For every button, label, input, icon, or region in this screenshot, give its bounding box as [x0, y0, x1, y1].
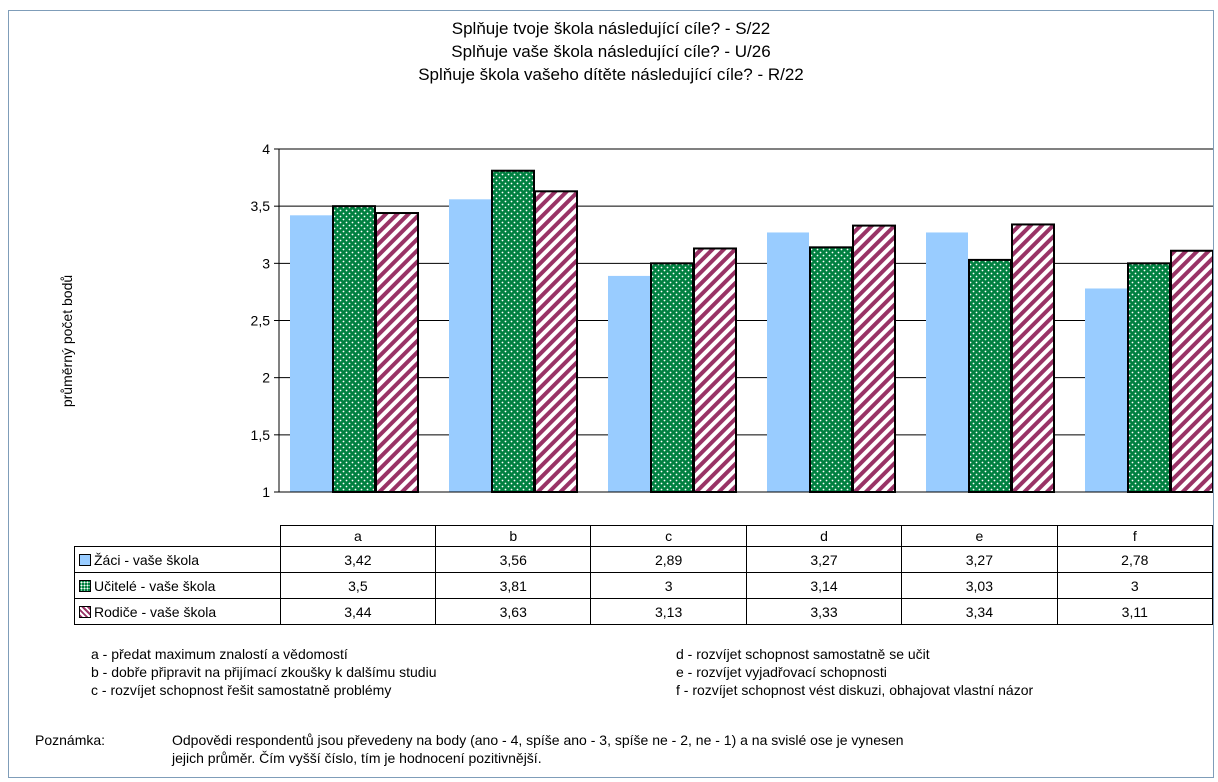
note-line-1: Odpovědi respondentů jsou převedeny na b… [172, 732, 904, 748]
legend-swatch [79, 605, 91, 618]
legend-entry: Žáci - vaše škola [74, 546, 281, 573]
category-note-f: f - rozvíjet schopnost vést diskuzi, obh… [676, 682, 1034, 698]
data-label: 3,03 [901, 572, 1058, 599]
table-row: Rodiče - vaše škola 3,44 3,63 3,13 3,33 3,34 3… [74, 598, 1213, 625]
category-note-e: e - rozvíjet vyjadřovací schopnosti [676, 664, 887, 680]
series-name: Učitelé - vaše škola [94, 577, 216, 594]
bar [290, 215, 332, 492]
y-tick-label: 1,5 [251, 427, 271, 443]
data-label: 3,81 [435, 572, 592, 599]
bar-chart-plot: 1 1,5 2 2,5 3 3,5 4 [251, 141, 1213, 500]
data-label: 3,56 [435, 546, 592, 573]
legend-swatch [79, 553, 91, 566]
data-label: 3,33 [745, 598, 903, 625]
bar [491, 169, 535, 493]
bar [1170, 249, 1213, 493]
series-name: Rodiče - vaše škola [94, 603, 217, 620]
data-label: 3,42 [279, 546, 437, 573]
data-label: 3,44 [279, 598, 437, 625]
y-tick-label: 1 [262, 484, 270, 500]
bar [767, 232, 809, 493]
title-line-1: Splňuje tvoje škola následující cíle? - … [451, 19, 771, 38]
bar [332, 205, 376, 494]
bar [1085, 288, 1127, 492]
table-row: Žáci - vaše škola 3,42 3,56 2,89 3,27 3,27 2,7… [74, 546, 1213, 573]
bar [449, 199, 491, 492]
legend-entry: Rodiče - vaše škola [74, 598, 281, 625]
data-label: 3 [1056, 572, 1213, 599]
y-tick-label: 3,5 [251, 198, 271, 214]
note-label: Poznámka: [35, 732, 106, 748]
bar [534, 190, 578, 493]
bar [375, 212, 419, 493]
bar [852, 224, 896, 493]
category-note-c: c - rozvíjet schopnost řešit samostatně … [91, 682, 392, 698]
data-label: 3 [590, 572, 747, 599]
data-label: 3,14 [745, 572, 903, 599]
category-note-d: d - rozvíjet schopnost samostatně se uči… [676, 646, 930, 662]
bar [1011, 223, 1055, 494]
legend-swatch [79, 579, 91, 592]
y-tick-label: 2 [262, 370, 270, 386]
bar [650, 262, 694, 493]
y-tick-label: 2,5 [251, 313, 271, 329]
data-label: 3,34 [901, 598, 1058, 625]
data-label: 3,5 [279, 572, 437, 599]
data-label: 2,78 [1056, 546, 1213, 573]
category-label: c [590, 525, 747, 547]
bar [1127, 262, 1171, 493]
y-tick-label: 4 [262, 141, 270, 157]
note-line-2: jejich průměr. Čím vyšší číslo, tím je h… [172, 750, 542, 766]
bar [693, 247, 737, 493]
category-note-b: b - dobře připravit na přijímací zkoušky… [91, 664, 437, 680]
chart-frame: Splňuje tvoje škola následující cíle? - … [8, 10, 1214, 778]
data-label: 3,13 [590, 598, 747, 625]
data-label: 3,63 [435, 598, 592, 625]
category-label: b [435, 525, 592, 547]
bar [968, 258, 1012, 493]
note-text: Odpovědi respondentů jsou převedeny na b… [172, 731, 904, 767]
series-name: Žáci - vaše škola [94, 551, 200, 568]
category-label: a [279, 525, 437, 547]
category-notes-right: d - rozvíjet schopnost samostatně se uči… [676, 645, 1033, 699]
legend-entry: Učitelé - vaše škola [74, 572, 281, 599]
bar [809, 246, 853, 493]
title-line-3: Splňuje škola vašeho dítěte následující … [418, 65, 804, 84]
data-label: 2,89 [590, 546, 747, 573]
data-label: 3,11 [1056, 598, 1213, 625]
title-line-2: Splňuje vaše škola následující cíle? - U… [451, 42, 771, 61]
bar [608, 275, 650, 492]
category-label: d [745, 525, 903, 547]
table-row: Učitelé - vaše škola 3,5 3,81 3 3,14 3,03 3 [74, 572, 1213, 599]
data-table-corner [75, 526, 281, 547]
chart-title: Splňuje tvoje škola následující cíle? - … [9, 17, 1213, 86]
category-label: e [901, 525, 1058, 547]
bar [926, 232, 968, 493]
category-note-a: a - předat maximum znalostí a vědomostí [91, 646, 348, 662]
category-label: f [1056, 525, 1213, 547]
data-label: 3,27 [901, 546, 1058, 573]
category-notes-left: a - předat maximum znalostí a vědomostí … [91, 645, 436, 699]
y-tick-label: 3 [262, 255, 270, 271]
data-label: 3,27 [745, 546, 903, 573]
